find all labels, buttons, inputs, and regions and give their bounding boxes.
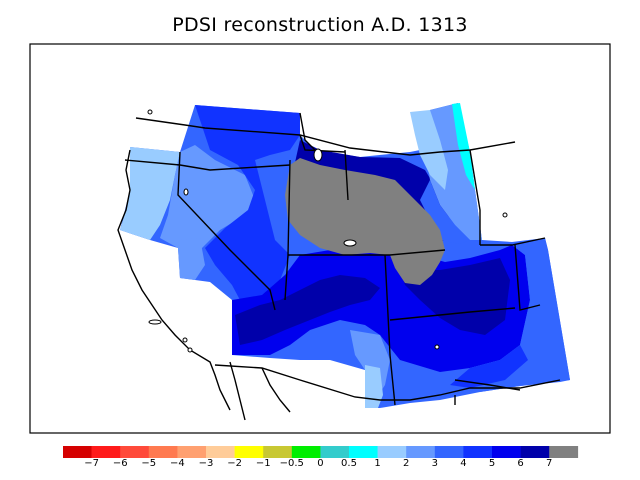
border-wy-south: [288, 249, 446, 256]
island-1: [147, 109, 153, 115]
legend-tick-label: 3: [431, 458, 438, 469]
legend-swatch: [206, 446, 235, 458]
legend-swatch: [177, 446, 207, 458]
legend-tick-label: −0.5: [279, 458, 304, 469]
legend-tick-label: −3: [198, 458, 214, 469]
border-ca-nv: [177, 151, 276, 311]
legend-swatch: [120, 446, 150, 458]
legend-swatch: [434, 446, 464, 458]
lake-yellowstone: [313, 148, 323, 162]
legend-tick-label: 5: [488, 458, 496, 469]
legend-tick-label: −5: [141, 458, 157, 469]
pdsi-region-southeast: [450, 238, 570, 392]
island-2: [148, 319, 162, 325]
border-tx: [454, 379, 521, 391]
border-ut-co: [384, 254, 396, 406]
legend-swatch: [320, 446, 350, 458]
island-5: [434, 344, 440, 350]
legend-tick-label: −2: [227, 458, 242, 469]
lake-tahoe: [183, 188, 189, 196]
legend-tick-label: 6: [517, 458, 524, 469]
border-id-wy: [344, 149, 349, 201]
legend-tick-label: −6: [112, 458, 128, 469]
pdsi-region-az-light: [365, 365, 383, 408]
legend-tick-label: −4: [170, 458, 185, 469]
border-dakotas: [469, 149, 481, 245]
legend-swatch: [520, 446, 550, 458]
border-wy-mt: [299, 134, 346, 153]
pdsi-region-east-plains: [425, 103, 482, 240]
island-3: [182, 337, 188, 343]
lake-great-salt: [343, 239, 357, 247]
legend-swatch: [63, 446, 92, 458]
border-co-nm: [389, 307, 516, 321]
lakes: [147, 109, 508, 353]
baja-coast: [229, 361, 246, 421]
legend-tick-label: −7: [84, 458, 99, 469]
legend-swatch: [377, 446, 407, 458]
legend-swatch: [463, 446, 493, 458]
california-coast: [117, 149, 231, 411]
border-id-mt: [299, 112, 316, 151]
pdsi-region-nw-coast: [120, 147, 180, 240]
border-ne-sd: [480, 237, 546, 246]
legend-swatch: [406, 446, 436, 458]
legend-tick-label: 1: [374, 458, 381, 469]
legend-tick-label: 0.5: [341, 458, 357, 469]
legend-tick-label: −1: [255, 458, 271, 469]
legend-swatch: [263, 446, 293, 458]
pdsi-region-dark-core: [235, 275, 380, 345]
map-title: PDSI reconstruction A.D. 1313: [172, 14, 468, 36]
pdsi-region-east-mid: [420, 180, 470, 244]
island-6: [502, 212, 508, 218]
legend-tick-label: 0: [317, 458, 324, 469]
island-4: [187, 347, 193, 353]
pdsi-region-nevada-edge: [180, 238, 205, 280]
legend-colorbar: [63, 446, 579, 458]
legend-tick-label: 4: [460, 458, 467, 469]
boundaries: [117, 112, 561, 421]
pdsi-region-se-inner: [450, 345, 528, 388]
legend-swatch: [291, 446, 321, 458]
mexico-border: [214, 364, 561, 401]
canada-border: [135, 117, 516, 156]
legend-swatch: [91, 446, 121, 458]
legend-swatch: [148, 446, 178, 458]
border-ks: [514, 244, 541, 311]
pdsi-region-east-light: [410, 110, 448, 190]
pdsi-region-basin-band: [195, 105, 300, 300]
legend-swatch: [549, 446, 579, 458]
gulf-of-california: [261, 367, 291, 413]
legend-swatch: [349, 446, 378, 458]
legend-swatch: [234, 446, 264, 458]
legend-tick-label: 7: [546, 458, 553, 469]
border-42n: [124, 159, 291, 171]
legend-swatch: [492, 446, 521, 458]
legend-tick-label: 2: [403, 458, 410, 469]
pdsi-region-east-cyan: [452, 103, 475, 190]
